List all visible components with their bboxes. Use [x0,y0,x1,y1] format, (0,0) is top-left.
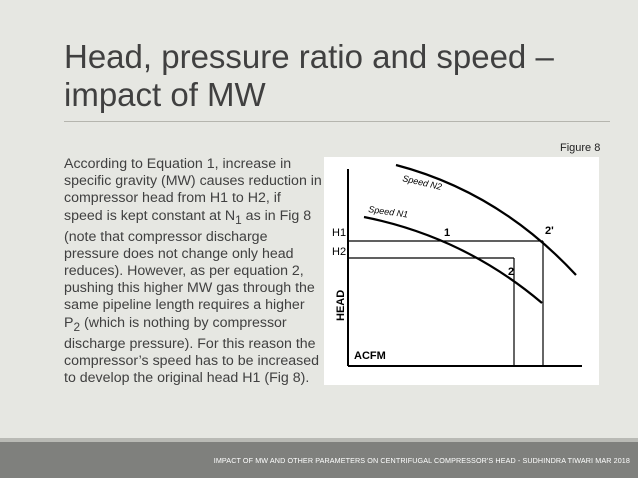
x-axis-title: ACFM [354,350,386,362]
body-text-part: as in Fig 8 (note that compressor discha… [64,207,315,331]
slide-title: Head, pressure ratio and speed – impact … [64,38,554,113]
body-text-part: (which is nothing by compressor discharg… [64,314,319,387]
point-2-label: 2 [508,266,514,278]
head-flow-diagram-svg: Speed N2 Speed N1 H1 H2 1 2 2' HEAD ACFM [332,163,582,367]
title-divider [64,121,610,122]
subscript-2: 2 [73,319,81,334]
y-axis-title: HEAD [335,290,347,321]
speed-n2-curve [395,163,577,276]
footer-accent-bar [0,438,638,442]
point-2prime-label: 2' [545,225,554,237]
body-text-part: According to Equation 1, increase in spe… [64,156,322,224]
h1-label: H1 [332,227,346,239]
footer-band [0,442,638,478]
h2-label: H2 [332,246,346,258]
footer-text: IMPACT OF MW AND OTHER PARAMETERS ON CEN… [213,456,630,465]
point-1-label: 1 [444,227,450,239]
subscript-1: 1 [235,212,242,227]
figure-8-diagram: Speed N2 Speed N1 H1 H2 1 2 2' HEAD ACFM [324,157,599,385]
figure-label: Figure 8 [560,142,601,154]
body-paragraph: According to Equation 1, increase in spe… [64,156,322,387]
speed-n2-label: Speed N2 [402,173,443,192]
speed-n1-label: Speed N1 [368,204,409,219]
speed-n1-curve [363,215,543,304]
